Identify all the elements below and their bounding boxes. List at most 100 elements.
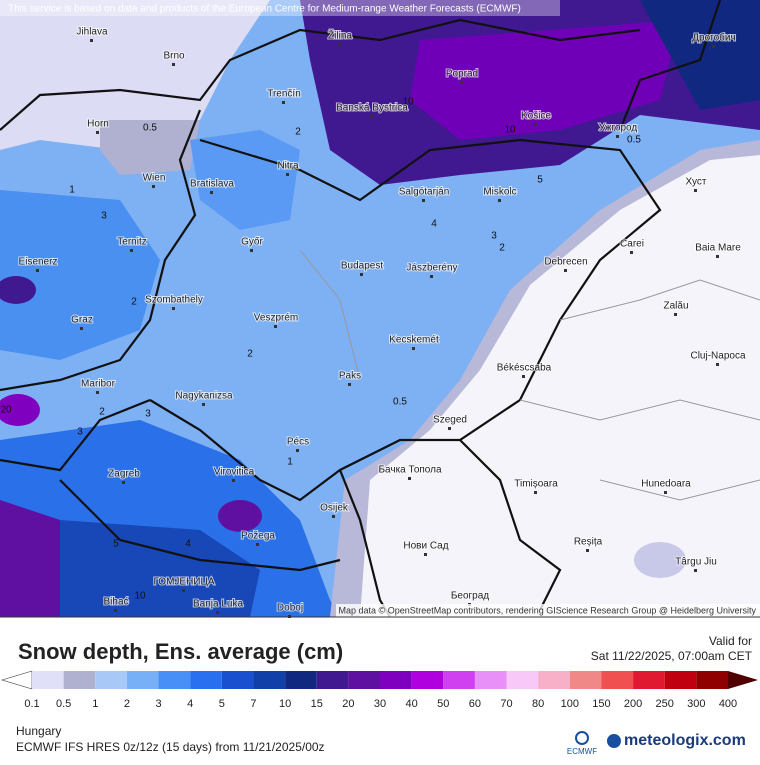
colorbar-bin <box>411 671 444 689</box>
city-dot <box>674 313 677 316</box>
city-dot <box>422 199 425 202</box>
city-dot <box>360 273 363 276</box>
colorbar-tick-label: 60 <box>469 698 481 710</box>
city-label: Београд <box>451 591 489 602</box>
city-label: Baia Mare <box>695 243 741 254</box>
city-dot <box>430 275 433 278</box>
snow-area <box>190 130 300 230</box>
snow-area <box>0 394 40 426</box>
city-label: Banská Bystrica <box>336 103 408 114</box>
city-dot <box>210 191 213 194</box>
city-dot <box>90 39 93 42</box>
city-dot <box>664 491 667 494</box>
city-label: Szombathely <box>145 295 203 306</box>
colorbar-extend-low <box>0 670 33 690</box>
contour-label: 0.5 <box>143 123 157 134</box>
city-dot <box>232 479 235 482</box>
city-dot <box>114 609 117 612</box>
colorbar-tick-label: 100 <box>561 698 579 710</box>
colorbar-tick-label: 15 <box>311 698 323 710</box>
snow-area <box>634 542 686 578</box>
city-label: Timișoara <box>514 479 558 490</box>
snow-area <box>0 500 60 617</box>
city-label: Paks <box>339 371 361 382</box>
city-dot <box>286 173 289 176</box>
snow-area <box>218 500 262 532</box>
city-dot <box>460 81 463 84</box>
city-label: Kecskemét <box>389 335 439 346</box>
colorbar-bin <box>95 671 127 689</box>
attribution: Map data © OpenStreetMap contributors, r… <box>339 605 757 615</box>
snow-area <box>0 190 160 360</box>
valid-time: Sat 11/22/2025, 07:00am CET <box>591 649 753 663</box>
colorbar-tick-label: 20 <box>342 698 354 710</box>
city-dot <box>256 543 259 546</box>
city-dot <box>96 131 99 134</box>
region: Hungary <box>16 724 61 738</box>
colorbar-tick-label: 10 <box>279 698 291 710</box>
colorbar-bin <box>664 671 697 689</box>
city-dot <box>616 135 619 138</box>
city-dot <box>36 269 39 272</box>
snow-area <box>40 520 260 617</box>
city-label: Trenčín <box>267 89 301 100</box>
valid-label: Valid for <box>709 634 752 648</box>
city-dot <box>296 449 299 452</box>
contour-label: 2 <box>131 297 137 308</box>
colorbar-bin <box>158 671 191 689</box>
city-dot <box>408 477 411 480</box>
colorbar-tick-label: 80 <box>532 698 544 710</box>
colorbar-tick-label: 1 <box>92 698 98 710</box>
city-dot <box>412 347 415 350</box>
city-label: Nagykanizsa <box>175 391 233 402</box>
city-label: Нови Сад <box>403 541 448 552</box>
colorbar-bin <box>601 671 634 689</box>
colorbar-bin <box>285 671 317 689</box>
city-dot <box>80 327 83 330</box>
contour-label: 2 <box>295 127 301 138</box>
colorbar-bin <box>126 671 159 689</box>
city-dot <box>282 101 285 104</box>
city-label: Graz <box>71 315 93 326</box>
contour-label: 0.5 <box>627 135 641 146</box>
colorbar-bin <box>696 671 728 689</box>
colorbar-tick-label: 250 <box>656 698 674 710</box>
city-label: Osijek <box>320 503 349 514</box>
city-label: Bihać <box>103 597 128 608</box>
brand: meteologix.com <box>624 732 746 749</box>
city-label: Cluj-Napoca <box>690 351 745 362</box>
colorbar-bin <box>538 671 570 689</box>
city-dot <box>564 269 567 272</box>
city-dot <box>152 185 155 188</box>
city-label: Szeged <box>433 415 467 426</box>
colorbar-bin <box>380 671 412 689</box>
city-label: Békéscsaba <box>497 363 552 374</box>
colorbar-tick-label: 30 <box>374 698 386 710</box>
city-dot <box>172 63 175 66</box>
city-dot <box>694 189 697 192</box>
colorbar-bin <box>221 671 254 689</box>
contour-label: 3 <box>145 409 151 420</box>
city-label: Salgótarján <box>399 187 450 198</box>
city-label: Doboj <box>277 603 303 614</box>
city-dot <box>348 383 351 386</box>
city-label: Banja Luka <box>193 599 243 610</box>
contour-label: 2 <box>99 407 105 418</box>
admin-lines <box>299 249 760 501</box>
city-dot <box>216 611 219 614</box>
colorbar-tick-label: 400 <box>719 698 737 710</box>
city-label: Miskolc <box>483 187 516 198</box>
city-label: Jászberény <box>406 263 457 274</box>
city-dot <box>712 45 715 48</box>
contour-label: 4 <box>431 219 437 230</box>
colorbar-tick-label: 4 <box>187 698 193 710</box>
contour-label: 10 <box>504 125 516 136</box>
city-dot <box>522 375 525 378</box>
city-label: Wien <box>143 173 166 184</box>
city-dot <box>534 123 537 126</box>
city-label: Bratislava <box>190 179 234 190</box>
snow-area <box>0 0 270 150</box>
colorbar-bin <box>316 671 349 689</box>
colorbar-tick-label: 0.5 <box>56 698 71 710</box>
